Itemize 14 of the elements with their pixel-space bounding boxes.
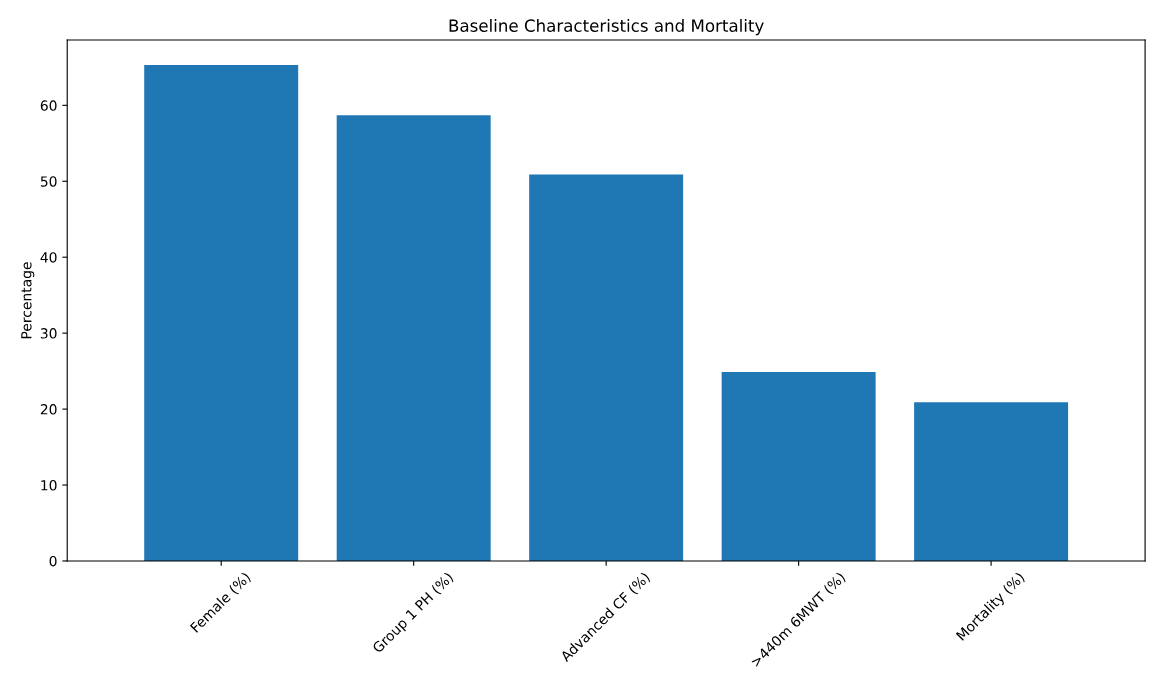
bar <box>914 402 1069 561</box>
chart-title: Baseline Characteristics and Mortality <box>449 19 764 36</box>
bar <box>529 174 684 561</box>
y-tick-label: 30 <box>40 328 57 339</box>
bar <box>336 115 491 561</box>
y-tick-label: 20 <box>40 404 57 415</box>
y-tick-label: 10 <box>41 480 57 491</box>
bar <box>144 65 299 561</box>
bar <box>721 371 876 561</box>
y-tick-label: 50 <box>40 176 57 187</box>
y-tick-label: 0 <box>49 555 57 567</box>
y-tick-label: 40 <box>40 252 57 263</box>
y-tick-label: 60 <box>40 100 57 111</box>
y-axis-title: Percentage <box>21 262 35 339</box>
